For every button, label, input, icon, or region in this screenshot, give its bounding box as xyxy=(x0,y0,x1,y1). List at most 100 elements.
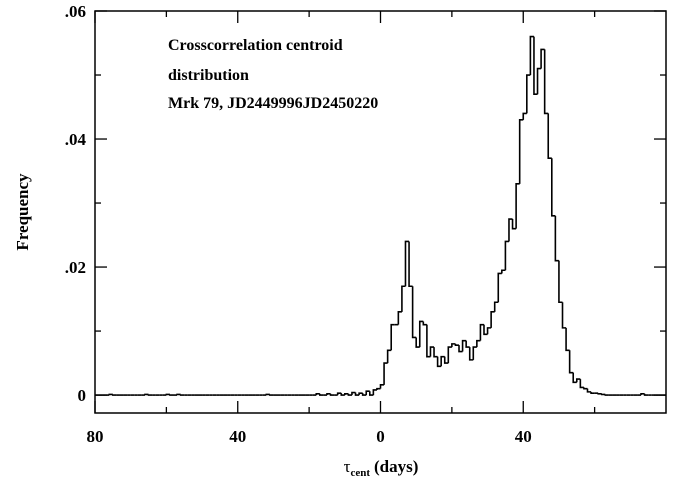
histogram-step xyxy=(265,393,270,396)
histogram-step xyxy=(572,372,577,384)
histogram-step xyxy=(554,215,559,262)
histogram-step xyxy=(436,356,442,368)
histogram-step xyxy=(465,340,470,348)
histogram-step xyxy=(515,183,520,229)
histogram-step xyxy=(411,286,417,339)
x-label-symbol: τ xyxy=(344,457,351,476)
histogram-step xyxy=(526,74,531,114)
histogram-step xyxy=(336,392,342,396)
histogram-step xyxy=(551,158,556,217)
histogram-step xyxy=(558,260,563,304)
histogram-step xyxy=(497,272,502,303)
histogram-step xyxy=(269,394,274,396)
histogram-step xyxy=(361,393,367,396)
histogram-step xyxy=(404,240,410,287)
histogram-step xyxy=(565,327,570,352)
x-label-unit: (days) xyxy=(374,457,418,476)
histogram-step xyxy=(347,393,352,396)
histogram-step xyxy=(451,343,456,348)
histogram-step xyxy=(165,393,170,396)
histogram-step xyxy=(429,346,435,357)
histogram-step xyxy=(386,349,392,364)
histogram-step xyxy=(351,391,356,396)
histogram-step xyxy=(169,394,174,396)
histogram-step xyxy=(454,343,460,346)
histogram-step xyxy=(383,362,388,385)
histogram-step xyxy=(443,356,449,364)
histogram-step xyxy=(433,347,438,358)
histogram-step xyxy=(579,379,584,389)
histogram-step xyxy=(179,394,185,396)
histogram-step xyxy=(144,393,149,396)
histogram-step xyxy=(379,384,385,389)
histogram-step xyxy=(390,323,395,351)
histogram-step xyxy=(365,390,370,396)
histogram-step xyxy=(368,391,374,396)
histogram-step xyxy=(486,327,492,335)
histogram-step xyxy=(461,339,467,352)
histogram-step xyxy=(319,393,324,396)
x-tick-label: 40 xyxy=(229,427,246,446)
histogram-step xyxy=(518,119,524,184)
histogram-step xyxy=(340,393,345,396)
histogram-step xyxy=(604,394,609,396)
histogram-step xyxy=(147,394,153,396)
histogram-step xyxy=(376,387,381,390)
histogram-step xyxy=(522,112,527,120)
histogram-step xyxy=(590,391,595,394)
histogram-step xyxy=(472,346,477,360)
histogram-step xyxy=(493,301,499,312)
histogram-step xyxy=(643,393,649,396)
histogram-step xyxy=(354,392,360,396)
histogram-step xyxy=(418,320,424,348)
x-tick-label: 40 xyxy=(515,427,532,446)
histogram-step xyxy=(468,347,474,361)
histogram-step xyxy=(547,113,552,160)
y-axis-label: Frequency xyxy=(13,173,32,251)
histogram-step xyxy=(176,393,181,396)
histogram-step xyxy=(415,337,420,348)
histogram-step xyxy=(508,218,513,242)
histogram-step xyxy=(540,48,545,69)
histogram-step xyxy=(397,311,402,325)
histogram-step xyxy=(358,392,363,396)
histogram-step xyxy=(583,387,588,390)
histogram-step xyxy=(483,324,488,336)
histogram-step xyxy=(440,355,445,367)
histogram-step xyxy=(112,394,117,396)
x-tick-label: 0 xyxy=(376,427,385,446)
histogram-step xyxy=(533,36,538,96)
annotation: Crosscorrelation centroid xyxy=(168,37,343,54)
annotation: Mrk 79, JD2449996JD2450220 xyxy=(168,95,378,112)
y-tick-label: .02 xyxy=(65,258,86,277)
histogram-step xyxy=(108,393,113,396)
histogram-step xyxy=(561,302,567,329)
x-label-subscript: cent xyxy=(350,467,370,479)
histogram-step xyxy=(543,49,549,115)
histogram-step xyxy=(501,269,506,274)
histogram-step xyxy=(600,393,606,396)
histogram-step xyxy=(458,345,463,353)
histogram-step xyxy=(586,388,592,393)
histogram-step xyxy=(479,323,484,341)
annotation: distribution xyxy=(168,67,249,84)
histogram-step xyxy=(529,35,534,76)
y-tick-label: .04 xyxy=(65,130,87,149)
histogram-step xyxy=(568,350,574,374)
histogram-step xyxy=(329,393,335,396)
histogram-step xyxy=(315,392,320,396)
histogram-step xyxy=(372,389,377,396)
histogram-step xyxy=(575,378,581,383)
histogram-step xyxy=(422,321,427,326)
histogram-step xyxy=(426,324,431,358)
histogram-step xyxy=(504,240,509,271)
histogram-step xyxy=(408,241,413,288)
histogram-step xyxy=(344,392,349,396)
histogram-step xyxy=(447,346,452,364)
histogram-step xyxy=(401,285,406,312)
histogram-step xyxy=(476,339,481,348)
histogram-step xyxy=(490,311,495,328)
histogram-step xyxy=(597,392,602,395)
